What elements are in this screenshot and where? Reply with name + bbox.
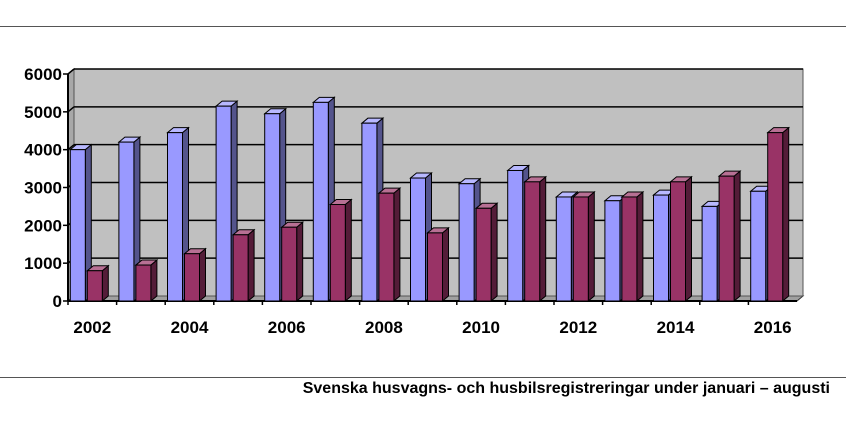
bar-front bbox=[524, 181, 541, 302]
bar-front bbox=[750, 190, 767, 302]
bar-front bbox=[604, 200, 621, 302]
bar bbox=[426, 226, 450, 303]
bottom-rule bbox=[0, 377, 846, 378]
y-tick-label: 5000 bbox=[24, 103, 62, 122]
y-tick-label: 4000 bbox=[24, 141, 62, 160]
bar bbox=[328, 198, 353, 303]
bar-side bbox=[296, 221, 304, 303]
bar bbox=[377, 187, 402, 303]
bar-front bbox=[653, 194, 669, 302]
bar-front bbox=[507, 169, 524, 302]
bar bbox=[571, 190, 596, 303]
bar-front bbox=[361, 122, 378, 302]
bar bbox=[717, 170, 742, 303]
bar-side bbox=[199, 247, 206, 303]
bar-front bbox=[167, 132, 183, 302]
bar-front bbox=[281, 226, 298, 302]
x-tick-label: 2008 bbox=[365, 318, 403, 337]
bar-front bbox=[410, 177, 426, 302]
bar-front bbox=[458, 183, 475, 302]
bar bbox=[620, 190, 645, 303]
x-tick-label: 2014 bbox=[657, 318, 695, 337]
x-tick-label: 2012 bbox=[559, 318, 597, 337]
bar-side bbox=[344, 198, 352, 303]
x-tick-label: 2002 bbox=[73, 318, 111, 337]
bar-front bbox=[701, 205, 718, 302]
bar-front bbox=[312, 101, 329, 302]
x-tick-label: 2016 bbox=[754, 318, 792, 337]
top-rule bbox=[0, 26, 846, 27]
bar bbox=[117, 136, 142, 303]
bar-side bbox=[782, 126, 790, 303]
bar-front bbox=[718, 175, 735, 302]
bar-side bbox=[101, 264, 109, 303]
bar-front bbox=[69, 149, 86, 302]
x-tick-label: 2004 bbox=[171, 318, 209, 337]
bar bbox=[523, 175, 548, 303]
bar-side bbox=[587, 190, 595, 303]
bar bbox=[231, 228, 256, 303]
bar bbox=[85, 264, 110, 303]
bar-front bbox=[215, 105, 232, 302]
bar-front bbox=[572, 196, 589, 302]
bar-side bbox=[733, 170, 741, 303]
bar-front bbox=[555, 196, 572, 302]
bar-front bbox=[86, 270, 103, 302]
bar bbox=[280, 221, 305, 303]
y-tick-label: 3000 bbox=[24, 179, 62, 198]
bar-front bbox=[118, 141, 135, 302]
bar-chart: 0 1000 2000 3000 4000 5000 6000 2002 2004 2006 200… bbox=[24, 65, 805, 337]
bar-front bbox=[767, 132, 784, 302]
bar bbox=[474, 202, 499, 303]
bar-side bbox=[636, 190, 644, 303]
bar bbox=[669, 175, 693, 303]
y-tick-label: 1000 bbox=[24, 254, 62, 273]
bar bbox=[134, 258, 159, 303]
bar-front bbox=[135, 264, 152, 302]
bar-side bbox=[539, 175, 547, 303]
bar-side bbox=[150, 258, 158, 303]
bar-front bbox=[670, 181, 686, 302]
bar-front bbox=[378, 192, 395, 302]
bar-front bbox=[329, 204, 346, 302]
y-tick-label: 0 bbox=[53, 292, 62, 311]
bar-front bbox=[427, 232, 443, 302]
bar bbox=[214, 100, 239, 303]
x-tick-label: 2006 bbox=[268, 318, 306, 337]
bar-front bbox=[264, 113, 281, 302]
bar-front bbox=[621, 196, 638, 302]
bar-side bbox=[393, 187, 401, 303]
y-tick-label: 6000 bbox=[24, 65, 62, 84]
bar bbox=[183, 247, 207, 303]
bar-side bbox=[442, 226, 449, 303]
bar bbox=[766, 126, 791, 303]
bar-side bbox=[490, 202, 498, 303]
bar-side bbox=[247, 228, 255, 303]
bar bbox=[68, 143, 93, 303]
x-tick-label: 2010 bbox=[462, 318, 500, 337]
bar-front bbox=[184, 253, 200, 302]
gridline-depth bbox=[67, 68, 75, 75]
bar-side bbox=[685, 175, 692, 303]
y-tick-label: 2000 bbox=[24, 216, 62, 235]
bar-front bbox=[475, 207, 492, 302]
chart-caption: Svenska husvagns- och husbilsregistrerin… bbox=[302, 380, 830, 397]
bar-front bbox=[232, 234, 249, 302]
